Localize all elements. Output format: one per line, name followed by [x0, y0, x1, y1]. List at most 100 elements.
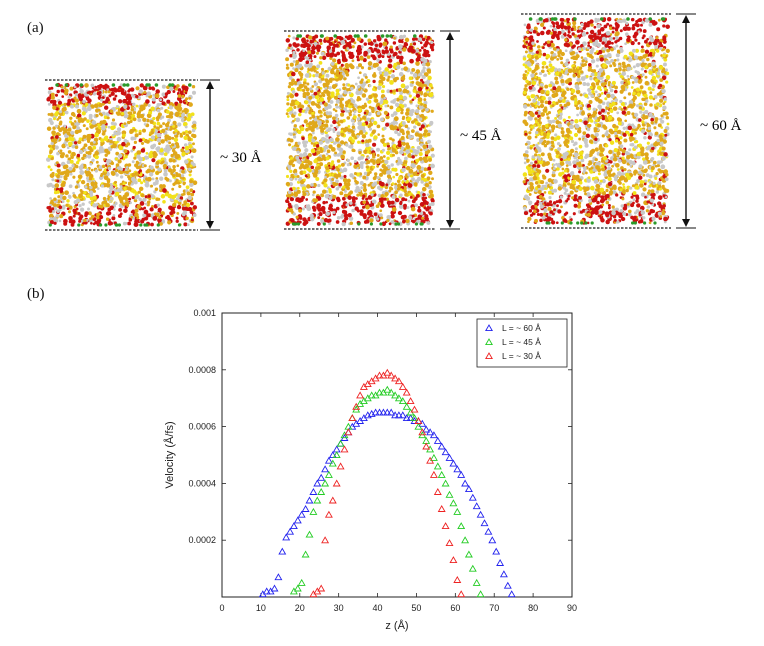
data-point [468, 564, 477, 572]
data-point [426, 428, 435, 436]
data-point [340, 445, 349, 453]
data-point [383, 408, 392, 416]
x-tick-label: 60 [450, 603, 460, 613]
data-point [324, 470, 333, 478]
data-point [476, 590, 485, 598]
data-point [441, 522, 450, 530]
data-point [270, 584, 279, 592]
data-point [429, 453, 438, 461]
data-point [336, 462, 345, 470]
data-point [379, 408, 388, 416]
panel-a-label: (a) [27, 20, 44, 36]
legend-marker [485, 338, 493, 346]
data-point [398, 411, 407, 419]
data-point [472, 502, 481, 510]
y-tick-label: 0.001 [193, 308, 216, 318]
data-point [305, 496, 314, 504]
box-30-height-label: ~ 30 Å [220, 150, 262, 166]
data-point [464, 485, 473, 493]
data-point [301, 504, 310, 512]
data-point [313, 496, 322, 504]
data-point [328, 496, 337, 504]
data-point [453, 575, 462, 583]
series-0 [258, 408, 516, 598]
data-point [402, 414, 411, 422]
data-point [367, 391, 376, 399]
data-point [317, 473, 326, 481]
data-point [394, 411, 403, 419]
series-1 [289, 385, 485, 598]
data-point [457, 470, 466, 478]
x-tick-label: 40 [373, 603, 383, 613]
data-point [457, 522, 466, 530]
data-point [503, 581, 512, 589]
x-tick-label: 70 [489, 603, 499, 613]
box-60-height-label: ~ 60 Å [700, 118, 742, 134]
data-point [453, 507, 462, 515]
data-point [391, 374, 400, 382]
legend-marker [485, 352, 493, 360]
data-point [321, 465, 330, 473]
panel-b-label: (b) [27, 286, 45, 302]
simulation-box-2 [521, 13, 671, 229]
data-point [336, 439, 345, 447]
legend-marker [485, 324, 493, 332]
data-point [332, 445, 341, 453]
data-point [324, 456, 333, 464]
y-tick-label: 0.0004 [188, 478, 216, 488]
velocity-profile-chart: 0 10 20 30 40 50 60 70 80 90 0.0002 0.0004 0.0006 0.0… [163, 308, 577, 632]
data-point [433, 462, 442, 470]
height-arrow-0 [200, 79, 220, 231]
data-point [496, 558, 505, 566]
data-point [437, 504, 446, 512]
series-2 [309, 368, 466, 598]
data-point [293, 516, 302, 524]
data-point [328, 451, 337, 459]
x-axis-label: z (Å) [385, 619, 408, 632]
data-point [457, 590, 466, 598]
data-point [418, 428, 427, 436]
data-point [309, 507, 318, 515]
data-point [472, 578, 481, 586]
data-point [429, 470, 438, 478]
data-point [394, 394, 403, 402]
height-arrow-1 [440, 30, 460, 230]
data-point [453, 465, 462, 473]
x-tick-label: 50 [411, 603, 421, 613]
data-point [293, 584, 302, 592]
box-45-height-label: ~ 45 Å [460, 128, 502, 144]
data-point [433, 487, 442, 495]
data-point [406, 397, 415, 405]
data-point [398, 382, 407, 390]
data-point [441, 479, 450, 487]
data-point [410, 414, 419, 422]
y-tick-label: 0.0006 [188, 422, 216, 432]
y-axis-label: Velocity (Å/fs) [163, 421, 176, 488]
data-point [414, 416, 423, 424]
data-point [297, 510, 306, 518]
data-point [464, 550, 473, 558]
data-point [445, 539, 454, 547]
legend: L = ~ 60 Å L = ~ 45 Å L = ~ 30 Å [476, 318, 568, 368]
x-tick-label: 30 [334, 603, 344, 613]
x-tick-label: 90 [567, 603, 577, 613]
data-point [507, 590, 516, 598]
data-point [387, 388, 396, 396]
panel-a-simulation-boxes: ~ 30 Å ~ 45 Å ~ 60 Å [45, 13, 742, 231]
data-point [317, 584, 326, 592]
legend-entry-label: L = ~ 45 Å [502, 337, 541, 347]
data-point [387, 408, 396, 416]
data-point [375, 371, 384, 379]
data-point [437, 470, 446, 478]
x-tick-label: 20 [295, 603, 305, 613]
data-point [387, 371, 396, 379]
data-point [278, 547, 287, 555]
y-tick-label: 0.0008 [188, 365, 216, 375]
data-point [391, 411, 400, 419]
data-point [402, 388, 411, 396]
data-point [321, 536, 330, 544]
data-point [324, 510, 333, 518]
simulation-box-1 [284, 30, 436, 230]
data-point [282, 533, 291, 541]
data-point [449, 556, 458, 564]
